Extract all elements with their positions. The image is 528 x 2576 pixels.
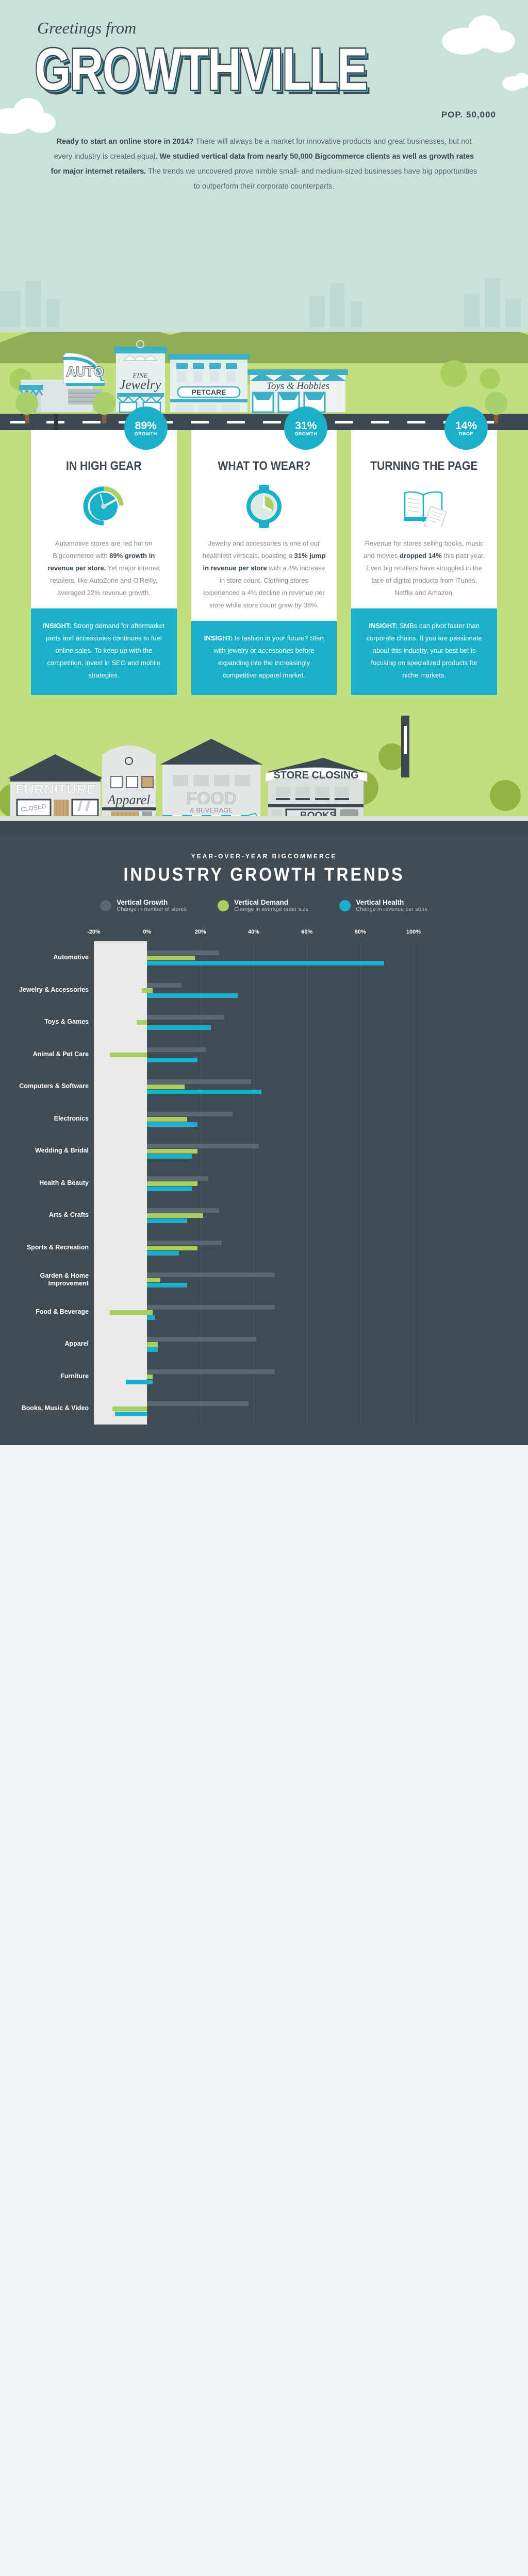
svg-text:& BEVERAGE: & BEVERAGE [190,806,233,814]
svg-text:AUTO: AUTO [66,364,104,379]
svg-text:GROWTHVILLE: GROWTHVILLE [35,36,367,102]
svg-text:FOOD: FOOD [186,789,237,808]
svg-text:STORE CLOSING: STORE CLOSING [273,770,358,781]
svg-text:Apparel: Apparel [107,792,151,807]
svg-text:Jewelry: Jewelry [120,377,161,392]
svg-text:PETCARE: PETCARE [192,388,226,396]
svg-text:Toys & Hobbies: Toys & Hobbies [267,381,329,392]
svg-text:FURNITURE: FURNITURE [15,782,96,797]
